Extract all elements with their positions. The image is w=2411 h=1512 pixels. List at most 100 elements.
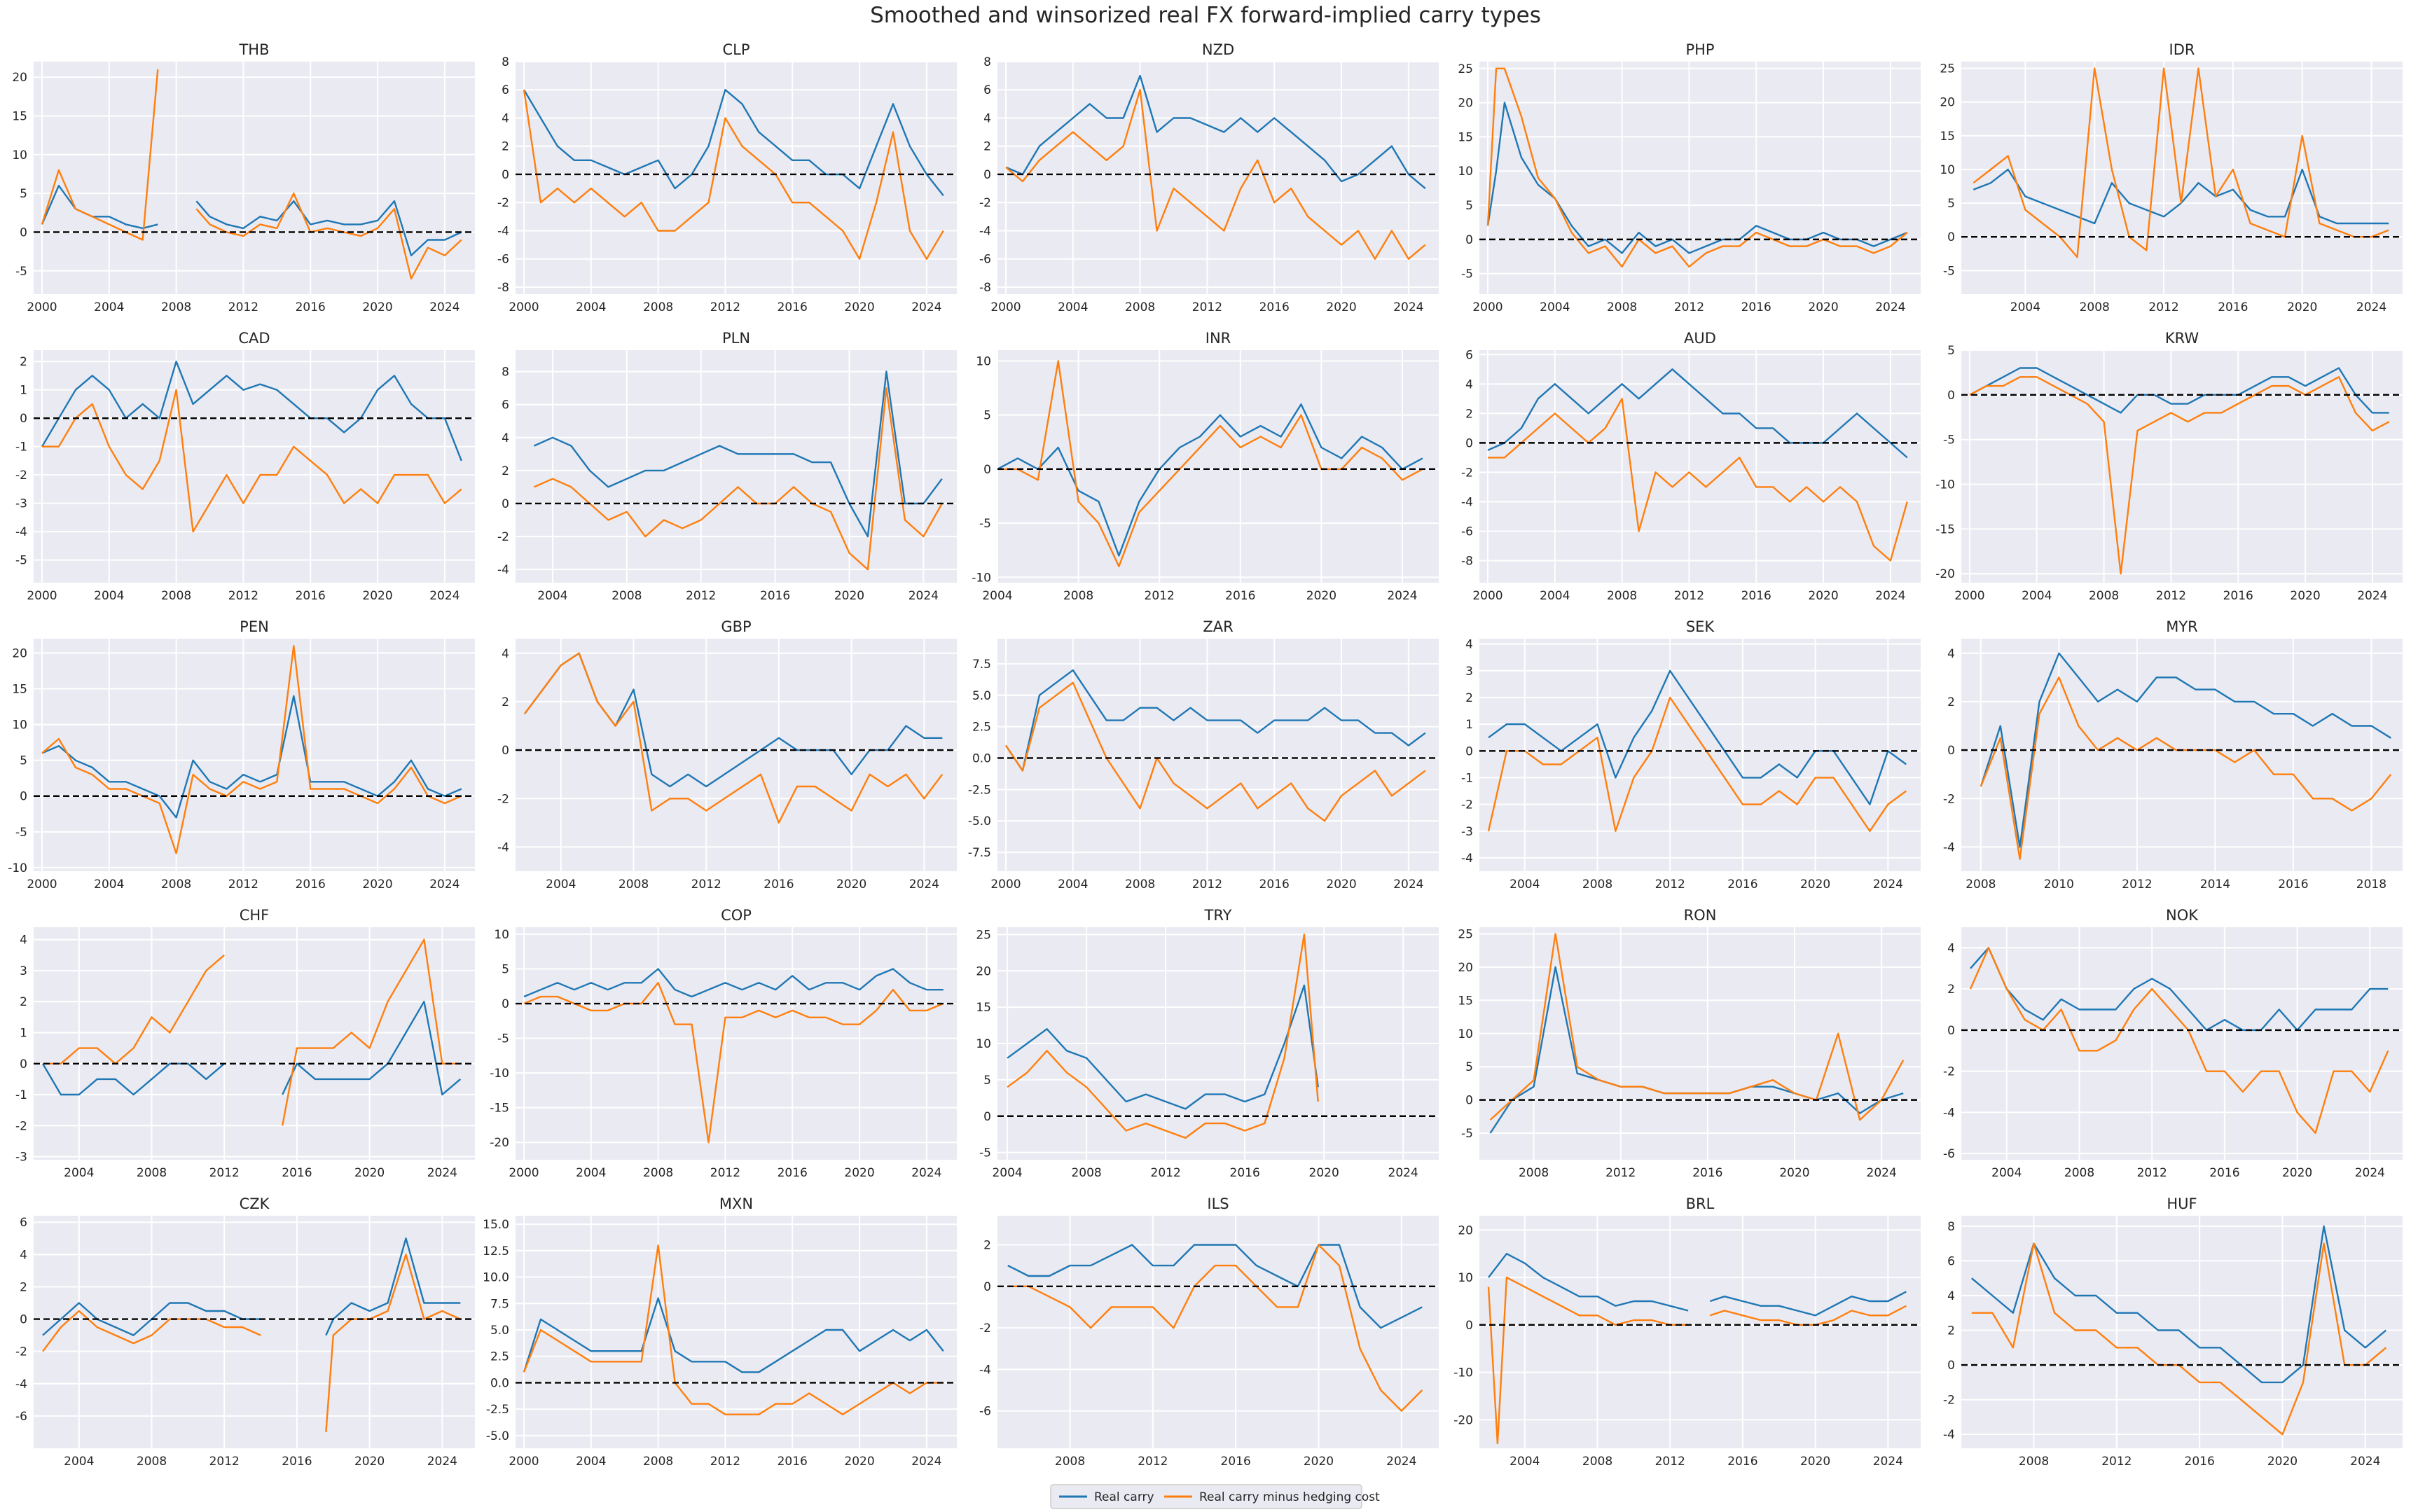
y-tick-label: 5 [1947, 344, 1955, 358]
x-tick-label: 2004 [2022, 589, 2052, 603]
panel-title: ZAR [1203, 618, 1233, 635]
y-tick-label: 10.0 [483, 1271, 509, 1285]
y-tick-label: 4 [1947, 647, 1955, 661]
x-tick-label: 2008 [161, 300, 191, 314]
x-tick-label: 2012 [1192, 878, 1222, 892]
x-tick-label: 2024 [429, 878, 460, 892]
y-tick-label: -4 [979, 224, 991, 238]
x-tick-label: 2012 [686, 589, 716, 603]
y-tick-label: -6 [1461, 525, 1473, 539]
series-line-real-carry-minus-hedging-cost [1969, 376, 2390, 575]
x-tick-label: 2016 [2223, 589, 2253, 603]
y-tick-label: 10 [1940, 163, 1955, 177]
panel-zar: ZAR 2000 2004 2008 2012 2016 2020 2024 -7.5 -5.0 -… [968, 618, 1439, 892]
panel-background [1961, 350, 2403, 583]
y-tick-label: 2 [502, 464, 509, 478]
y-tick-label: -6 [15, 1410, 27, 1424]
y-tick-label: 15 [12, 109, 27, 123]
y-tick-label: -5 [1943, 264, 1955, 278]
y-tick-label: 2 [502, 695, 509, 709]
y-tick-label: 2 [502, 140, 509, 154]
y-tick-label: 2 [983, 140, 991, 154]
y-tick-label: 0 [502, 497, 509, 511]
y-tick-label: -4 [1943, 1106, 1955, 1120]
y-tick-label: -8 [497, 281, 509, 295]
x-tick-label: 2000 [509, 1166, 539, 1180]
y-tick-label: -5 [1943, 434, 1955, 448]
panel-aud: AUD 2000 2004 2008 2012 2016 2020 2024 -8 -6 -4 -2 0… [1461, 330, 1921, 603]
x-tick-label: 2024 [1867, 1166, 1897, 1180]
x-tick-label: 2020 [844, 1455, 874, 1469]
panel-background [1479, 62, 1921, 294]
y-tick-label: 2 [20, 995, 27, 1009]
y-tick-label: -1 [1461, 771, 1473, 785]
y-tick-label: 25 [976, 928, 991, 942]
series-line-real-carry-minus-hedging-cost [1489, 933, 1905, 1121]
x-tick-label: 2004 [94, 589, 124, 603]
panel-title: BRL [1686, 1195, 1715, 1212]
x-tick-label: 2024 [1873, 1455, 1903, 1469]
x-tick-label: 2012 [209, 1455, 240, 1469]
figure-title: Smoothed and winsorized real FX forward-… [870, 3, 1541, 28]
panel-title: CHF [240, 907, 270, 924]
x-tick-label: 2008 [1966, 878, 1996, 892]
series-line-real-carry [1488, 670, 1907, 805]
y-tick-label: -2 [1943, 1394, 1955, 1408]
panel-nok: NOK 2004 2008 2012 2016 2020 2024 -6 -4 -2 0 2 4 [1943, 907, 2403, 1180]
y-tick-label: 5.0 [972, 689, 991, 703]
x-tick-label: 2024 [427, 1455, 457, 1469]
panel-background [1479, 1216, 1921, 1448]
x-tick-label: 2012 [1192, 300, 1222, 314]
series-line-real-carry-minus-hedging-cost [1487, 696, 1907, 832]
panel-background [516, 350, 957, 583]
x-tick-label: 2016 [1225, 589, 1255, 603]
series-line-real-carry-minus-hedging-cost [1980, 677, 2392, 860]
y-tick-label: 5 [983, 1074, 991, 1088]
panel-title: INR [1206, 330, 1231, 347]
x-tick-label: 2020 [362, 589, 392, 603]
series-line-real-carry-minus-hedging-cost [1486, 67, 1908, 268]
series-line-real-carry-minus-hedging-cost [523, 90, 944, 260]
y-tick-label: 15 [1458, 130, 1473, 144]
x-tick-label: 2016 [296, 300, 326, 314]
series-line-real-carry [1969, 367, 2389, 414]
y-tick-label: -4 [15, 1378, 27, 1392]
y-tick-label: 6 [502, 398, 509, 412]
y-tick-label: -1 [15, 441, 27, 455]
x-tick-label: 2008 [137, 1455, 167, 1469]
legend-box [1050, 1484, 1362, 1509]
y-tick-label: 25 [1458, 62, 1473, 76]
x-tick-label: 2020 [2290, 589, 2320, 603]
panel-idr: IDR 2004 2008 2012 2016 2020 2024 -5 0 5 10 15 20 25 [1940, 41, 2403, 314]
y-tick-label: 5 [1947, 197, 1955, 211]
y-tick-label: 5 [1465, 1060, 1473, 1074]
y-tick-label: 10 [1458, 1027, 1473, 1041]
x-tick-label: 2016 [296, 589, 326, 603]
x-tick-label: 2004 [1510, 878, 1540, 892]
y-tick-label: 2 [1947, 983, 1955, 997]
y-tick-label: -10 [972, 571, 991, 585]
y-tick-label: 5 [983, 409, 991, 423]
series-line-real-carry-minus-hedging-cost [1969, 947, 2389, 1134]
x-tick-label: 2016 [1741, 589, 1771, 603]
x-tick-label: 2016 [1727, 878, 1757, 892]
y-tick-label: -2 [15, 469, 27, 483]
y-tick-label: -3 [1461, 825, 1473, 839]
panel-background [1479, 639, 1921, 871]
y-tick-label: 10 [1458, 1271, 1473, 1285]
x-tick-label: 2004 [1510, 1455, 1540, 1469]
series-line-real-carry [41, 361, 462, 462]
y-tick-label: -10 [8, 861, 27, 875]
y-tick-label: 2 [1947, 695, 1955, 709]
x-tick-label: 2024 [1875, 300, 1905, 314]
x-tick-label: 2024 [427, 1166, 457, 1180]
series-line-real-carry [523, 88, 944, 196]
x-tick-label: 2008 [1582, 1455, 1612, 1469]
y-tick-label: 1 [20, 1027, 27, 1041]
y-tick-label: 0 [1465, 1094, 1473, 1108]
series-line-real-carry [1971, 1225, 2387, 1384]
series-line-real-carry [1005, 74, 1426, 190]
x-tick-label: 2000 [27, 878, 57, 892]
x-tick-label: 2008 [643, 1455, 673, 1469]
panel-background [1961, 62, 2403, 294]
